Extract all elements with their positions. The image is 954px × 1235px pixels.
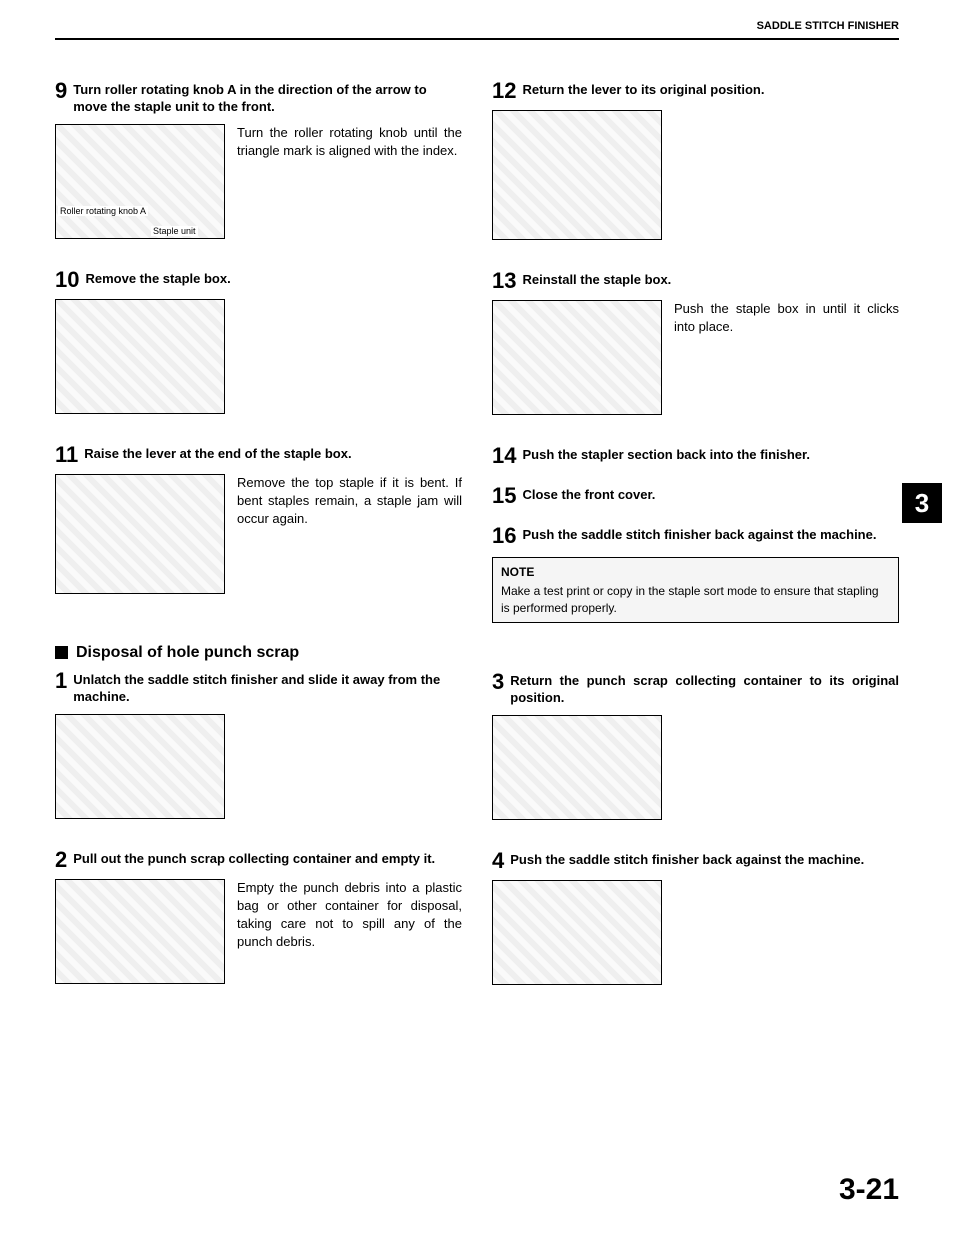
step-13: 13 Reinstall the staple box.: [492, 270, 899, 292]
step-12-figure: [492, 110, 662, 240]
step-10-body: [55, 299, 462, 414]
step-12-body: [492, 110, 899, 240]
step-d3-body: [492, 715, 899, 820]
step-15: 15 Close the front cover.: [492, 485, 899, 507]
left-column: 9 Turn roller rotating knob A in the dir…: [55, 80, 462, 1015]
step-d2: 2 Pull out the punch scrap collecting co…: [55, 849, 462, 871]
square-bullet-icon: [55, 646, 68, 659]
section-title: Disposal of hole punch scrap: [76, 644, 299, 662]
step-number: 11: [55, 444, 78, 466]
figure-label: Roller rotating knob A: [58, 206, 148, 216]
step-d4: 4 Push the saddle stitch finisher back a…: [492, 850, 899, 872]
step-9-body: Roller rotating knob A Staple unit Turn …: [55, 124, 462, 239]
step-13-figure: [492, 300, 662, 415]
step-number: 12: [492, 80, 516, 102]
step-caption: Push the staple box in until it clicks i…: [674, 300, 899, 336]
content-columns: 9 Turn roller rotating knob A in the dir…: [55, 80, 899, 1015]
step-title: Raise the lever at the end of the staple…: [84, 444, 351, 466]
step-caption: Turn the roller rotating knob until the …: [237, 124, 462, 160]
manual-page: SADDLE STITCH FINISHER 3 9 Turn roller r…: [0, 0, 954, 1235]
step-title: Close the front cover.: [522, 485, 655, 507]
step-number: 13: [492, 270, 516, 292]
step-11: 11 Raise the lever at the end of the sta…: [55, 444, 462, 466]
step-11-body: Remove the top staple if it is bent. If …: [55, 474, 462, 594]
note-box: NOTE Make a test print or copy in the st…: [492, 557, 899, 623]
step-number: 10: [55, 269, 79, 291]
chapter-tab: 3: [902, 483, 942, 523]
step-13-body: Push the staple box in until it clicks i…: [492, 300, 899, 415]
step-d3-figure: [492, 715, 662, 820]
step-d4-body: [492, 880, 899, 985]
step-number: 15: [492, 485, 516, 507]
step-number: 1: [55, 670, 67, 706]
step-title: Remove the staple box.: [85, 269, 230, 291]
step-title: Turn roller rotating knob A in the direc…: [73, 80, 462, 116]
step-d3: 3 Return the punch scrap collecting cont…: [492, 671, 899, 707]
step-caption: Empty the punch debris into a plastic ba…: [237, 879, 462, 952]
right-column: 12 Return the lever to its original posi…: [492, 80, 899, 1015]
step-d1-body: [55, 714, 462, 819]
step-title: Push the saddle stitch finisher back aga…: [510, 850, 864, 872]
step-9-figure: Roller rotating knob A Staple unit: [55, 124, 225, 239]
step-14: 14 Push the stapler section back into th…: [492, 445, 899, 467]
step-title: Reinstall the staple box.: [522, 270, 671, 292]
step-title: Return the punch scrap collecting contai…: [510, 671, 899, 707]
step-number: 9: [55, 80, 67, 116]
step-title: Unlatch the saddle stitch finisher and s…: [73, 670, 462, 706]
page-number: 3-21: [839, 1173, 899, 1207]
step-caption: Remove the top staple if it is bent. If …: [237, 474, 462, 529]
step-d4-figure: [492, 880, 662, 985]
step-number: 2: [55, 849, 67, 871]
step-d1-figure: [55, 714, 225, 819]
step-16: 16 Push the saddle stitch finisher back …: [492, 525, 899, 547]
step-10: 10 Remove the staple box.: [55, 269, 462, 291]
figure-label: Staple unit: [151, 226, 198, 236]
step-d2-body: Empty the punch debris into a plastic ba…: [55, 879, 462, 984]
step-number: 16: [492, 525, 516, 547]
step-number: 3: [492, 671, 504, 707]
step-number: 14: [492, 445, 516, 467]
step-d2-figure: [55, 879, 225, 984]
step-12: 12 Return the lever to its original posi…: [492, 80, 899, 102]
note-label: NOTE: [501, 564, 890, 581]
step-d1: 1 Unlatch the saddle stitch finisher and…: [55, 670, 462, 706]
step-title: Return the lever to its original positio…: [522, 80, 764, 102]
step-number: 4: [492, 850, 504, 872]
step-title: Pull out the punch scrap collecting cont…: [73, 849, 435, 871]
section-heading: Disposal of hole punch scrap: [55, 644, 462, 662]
step-10-figure: [55, 299, 225, 414]
step-title: Push the stapler section back into the f…: [522, 445, 810, 467]
step-title: Push the saddle stitch finisher back aga…: [522, 525, 876, 547]
page-header: SADDLE STITCH FINISHER: [55, 20, 899, 40]
step-9: 9 Turn roller rotating knob A in the dir…: [55, 80, 462, 116]
step-11-figure: [55, 474, 225, 594]
note-text: Make a test print or copy in the staple …: [501, 583, 890, 617]
